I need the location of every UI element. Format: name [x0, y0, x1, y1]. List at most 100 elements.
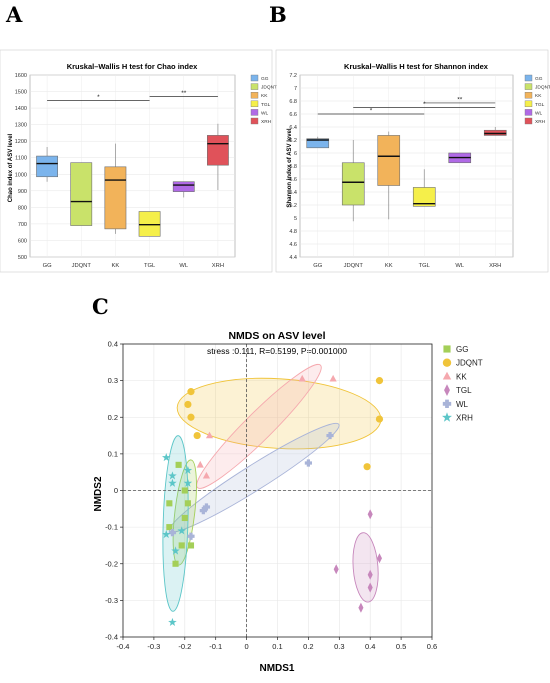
- y-tick-label-500: 500: [18, 255, 27, 261]
- point-xrh-3: [168, 478, 177, 487]
- point-jdqnt-0: [187, 388, 195, 396]
- point-xrh-2: [183, 465, 193, 474]
- point-wl-2: [202, 503, 211, 511]
- nmds-y-tick-label-0-3: 0.3: [108, 376, 118, 385]
- shannon-y-ticks: 4.4 4.6 4.8 5 5.2 5.4 5.6 5.8 6 6.2 6.4 6.6 6.8 7 7.2: [289, 73, 297, 261]
- x-tick-label-gg: GG: [313, 263, 323, 269]
- nmds-y-ticks: -0.4 -0.3 -0.2 -0.1 0 0.1 0.2 0.3 0.4: [105, 340, 123, 642]
- shannon-significance: ****: [317, 96, 496, 115]
- y-tick-label-5-2: 5.2: [289, 203, 297, 209]
- y-tick-label-4-8: 4.8: [289, 229, 297, 235]
- box-kk: [377, 135, 401, 186]
- panel-letter-c: C: [92, 294, 109, 319]
- legend-swatch-gg: [524, 74, 533, 82]
- ellipse-kk: [196, 363, 322, 489]
- panel-letter-a: A: [5, 2, 23, 27]
- nmds-legend-label-tgl: TGL: [456, 386, 472, 395]
- chao-grid: [29, 74, 236, 258]
- nmds-x-tick-label-0: 0: [245, 642, 249, 651]
- nmds-panel: NMDS on ASV level stress :0.111, R=0.519…: [93, 330, 483, 674]
- legend-swatch-wl: [524, 109, 533, 116]
- x-tick-label-gg: GG: [43, 263, 53, 269]
- legend-label-gg: GG: [535, 76, 543, 82]
- nmds-x-ticks: -0.4 -0.3 -0.2 -0.1 0 0.1 0.2 0.3 0.4 0.5 0.6: [117, 637, 437, 651]
- ellipse-tgl: [352, 532, 379, 603]
- point-tgl-2: [376, 553, 382, 564]
- nmds-legend-marker-kk: [442, 371, 452, 380]
- y-tick-label-5: 5: [294, 216, 297, 222]
- nmds-x-axis-label: NMDS1: [259, 663, 294, 674]
- x-tick-label-wl: WL: [455, 263, 464, 269]
- y-tick-label-1200: 1200: [15, 139, 27, 145]
- legend-swatch-jdqnt: [524, 83, 533, 90]
- panel-letter-b: B: [269, 2, 287, 27]
- legend-swatch-tgl: [250, 100, 259, 108]
- point-kk-0: [298, 374, 306, 382]
- y-tick-label-1300: 1300: [15, 123, 27, 129]
- shannon-whiskers: [317, 127, 496, 222]
- point-xrh-7: [171, 546, 180, 555]
- nmds-x-tick-label-0-1: 0.1: [272, 642, 282, 651]
- y-tick-label-1500: 1500: [15, 90, 27, 96]
- nmds-y-tick-label-0: 0: [114, 486, 118, 495]
- point-kk-3: [196, 460, 204, 468]
- legend-swatch-xrh: [250, 117, 259, 125]
- chao-significance: ***: [47, 90, 218, 101]
- box-gg: [306, 138, 330, 149]
- y-tick-label-6: 6: [294, 151, 297, 157]
- x-tick-label-jdqnt: JDQNT: [344, 263, 364, 269]
- y-tick-label-4-6: 4.6: [289, 242, 297, 248]
- y-tick-label-1100: 1100: [15, 156, 27, 162]
- box-xrh: [207, 135, 229, 166]
- nmds-x-tick-label-0-3: 0.3: [334, 642, 344, 651]
- nmds-legend-label-wl: WL: [456, 400, 469, 409]
- x-tick-label-kk: KK: [112, 263, 120, 269]
- nmds-x-tick-label-0-6: 0.6: [427, 642, 437, 651]
- legend-swatch-xrh: [524, 117, 533, 125]
- legend-label-wl: WL: [261, 110, 269, 116]
- nmds-legend-label-gg: GG: [456, 345, 468, 354]
- legend-swatch-kk: [524, 91, 533, 99]
- nmds-chart-subtitle: stress :0.111, R=0.5199, P=0.001000: [207, 346, 347, 356]
- y-tick-label-5-4: 5.4: [289, 190, 297, 196]
- shannon-boxes: [306, 129, 507, 207]
- significance-label-0: *: [97, 94, 100, 101]
- point-kk-2: [205, 431, 214, 439]
- legend-label-tgl: TGL: [535, 102, 545, 108]
- y-tick-label-4-4: 4.4: [289, 255, 297, 261]
- point-xrh-4: [183, 478, 193, 487]
- chao-legend: GG JDQNT KK TGL WL XRH: [250, 74, 277, 125]
- point-wl-1: [304, 459, 312, 467]
- point-xrh-8: [168, 617, 177, 626]
- point-tgl-3: [367, 569, 373, 580]
- point-jdqnt-4: [375, 377, 384, 385]
- legend-label-kk: KK: [535, 93, 542, 99]
- point-xrh-5: [177, 526, 186, 535]
- shannon-panel-frame: [275, 49, 549, 273]
- nmds-y-tick-label--0-2: -0.2: [105, 559, 118, 568]
- nmds-legend-marker-gg: [443, 345, 451, 353]
- nmds-legend-marker-xrh: [442, 412, 452, 422]
- point-gg-8: [187, 542, 195, 549]
- nmds-x-tick-label-0-2: 0.2: [303, 642, 313, 651]
- nmds-legend-marker-tgl: [444, 384, 450, 396]
- point-wl-3: [199, 507, 207, 515]
- x-tick-label-tgl: TGL: [144, 263, 156, 269]
- point-jdqnt-2: [187, 413, 195, 421]
- nmds-legend-marker-wl: [442, 399, 452, 408]
- legend-label-gg: GG: [261, 76, 269, 82]
- point-jdqnt-6: [363, 463, 371, 471]
- y-tick-label-6-2: 6.2: [289, 138, 297, 144]
- legend-label-jdqnt: JDQNT: [261, 85, 277, 91]
- legend-label-jdqnt: JDQNT: [535, 85, 550, 91]
- nmds-y-axis-label: NMDS2: [93, 476, 104, 511]
- legend-label-xrh: XRH: [261, 119, 272, 125]
- point-tgl-5: [358, 602, 364, 613]
- nmds-y-tick-label--0-3: -0.3: [105, 596, 118, 605]
- shannon-chart-title: Kruskal–Wallis H test for Shannon index: [344, 62, 489, 71]
- nmds-y-tick-label--0-4: -0.4: [105, 633, 118, 642]
- point-xrh-1: [168, 471, 177, 480]
- legend-swatch-jdqnt: [250, 83, 259, 90]
- nmds-chart-title: NMDS on ASV level: [228, 330, 325, 342]
